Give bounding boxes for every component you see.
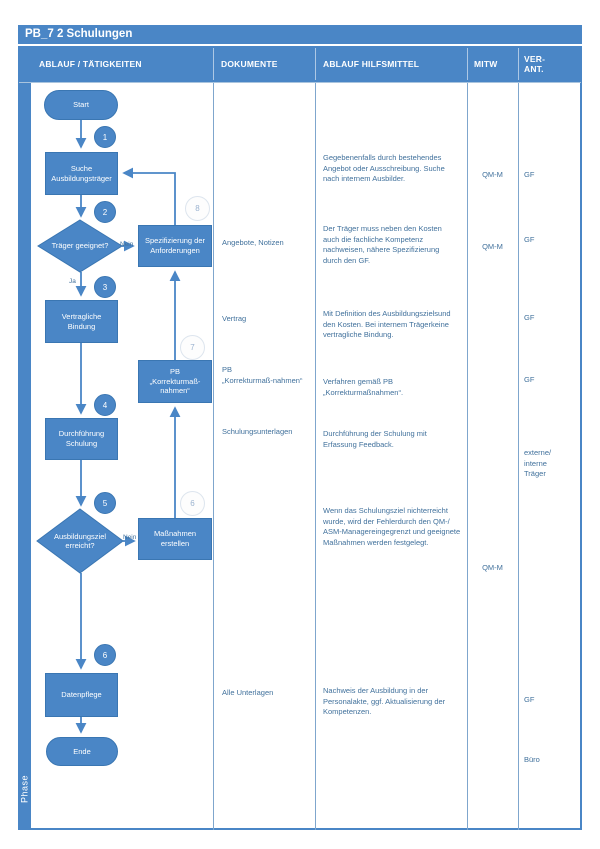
step-circle-4: 4 (94, 394, 116, 416)
dokument-pb-korrektur: PB „Korrekturmaß-nahmen“ (222, 365, 303, 385)
mitw-qmm-3: QM-M (482, 563, 503, 572)
column-header-verant: VER- ANT. (524, 53, 546, 74)
step-circle-3: 3 (94, 276, 116, 298)
process-massnahmen-erstellen: Maßnahmen erstellen (138, 518, 212, 560)
column-divider (213, 82, 214, 830)
step-circle-8-outline: 8 (185, 196, 210, 221)
step-circle-2: 2 (94, 201, 116, 223)
phase-lane (18, 46, 31, 830)
table-header-row (18, 46, 582, 82)
process-durchfuehrung-schulung: Durchführung Schulung (45, 418, 118, 460)
header-divider (467, 48, 468, 80)
table-border (18, 46, 582, 830)
start-node: Start (44, 90, 118, 120)
hilfsmittel-note-5: Durchführung der Schulung mit Erfassung … (323, 429, 427, 449)
column-header-ablauf: ABLAUF / TÄTIGKEITEN (39, 58, 142, 69)
mitw-qmm-2: QM-M (482, 242, 503, 251)
process-suche-ausbildungstraeger: Suche Ausbildungsträger (45, 152, 118, 195)
header-divider (315, 48, 316, 80)
verant-gf-2: GF (524, 235, 535, 244)
verant-gf-3: GF (524, 313, 535, 322)
hilfsmittel-note-1: Gegebenenfalls durch bestehendes Angebot… (323, 153, 445, 183)
decision-ziel-label: Ausbildungsziel erreicht? (53, 531, 107, 550)
process-pb-korrekturmassnahmen: PB „Korrekturmaß- nahmen“ (138, 360, 212, 403)
verant-buero: Büro (524, 755, 540, 764)
header-divider (213, 48, 214, 80)
step-circle-1: 1 (94, 126, 116, 148)
ja-label-1: Ja (69, 278, 76, 285)
process-datenpflege: Datenpflege (45, 673, 118, 717)
process-vertragliche-bindung: Vertragliche Bindung (45, 300, 118, 343)
header-underline (19, 82, 581, 83)
step-circle-6: 6 (94, 644, 116, 666)
column-divider (315, 82, 316, 830)
step-circle-6-outline: 6 (180, 491, 205, 516)
hilfsmittel-note-6: Wenn das Schulungsziel nichterreicht wur… (323, 506, 461, 547)
phase-label: Phase (19, 774, 30, 804)
hilfsmittel-note-3: Mit Definition des Ausbildungszielsund d… (323, 309, 451, 339)
verant-gf-1: GF (524, 170, 535, 179)
header-divider (518, 48, 519, 80)
dokument-angebote: Angebote, Notizen (222, 238, 284, 247)
dokument-schulungsunterlagen: Schulungsunterlagen (222, 427, 293, 436)
step-circle-5: 5 (94, 492, 116, 514)
nein-label-1: Nein (120, 241, 134, 248)
process-spezifizierung: Spezifizierung der Anforderungen (138, 225, 212, 267)
decision-traeger-label: Träger geeignet? (51, 241, 109, 251)
column-header-mitw: MITW (474, 58, 498, 69)
column-divider (467, 82, 468, 830)
hilfsmittel-note-4: Verfahren gemäß PB „Korrekturmaßnahmen“. (323, 377, 404, 397)
end-node: Ende (46, 737, 118, 766)
step-circle-7-outline: 7 (180, 335, 205, 360)
mitw-qmm-1: QM-M (482, 170, 503, 179)
column-divider (518, 82, 519, 830)
dokument-alle-unterlagen: Alle Unterlagen (222, 688, 274, 697)
verant-gf-5: GF (524, 695, 535, 704)
nein-label-2: Nein (123, 534, 137, 541)
column-header-hilfsmittel: ABLAUF HILFSMITTEL (323, 58, 420, 69)
page-title: PB_7 2 Schulungen (18, 25, 582, 44)
column-header-dokumente: DOKUMENTE (221, 58, 278, 69)
dokument-vertrag: Vertrag (222, 314, 247, 323)
verant-externe-traeger: externe/ interne Träger (524, 448, 552, 478)
hilfsmittel-note-2: Der Träger muss neben den Kosten auch di… (323, 224, 442, 265)
hilfsmittel-note-7: Nachweis der Ausbildung in der Personala… (323, 686, 446, 716)
verant-gf-4: GF (524, 375, 535, 384)
